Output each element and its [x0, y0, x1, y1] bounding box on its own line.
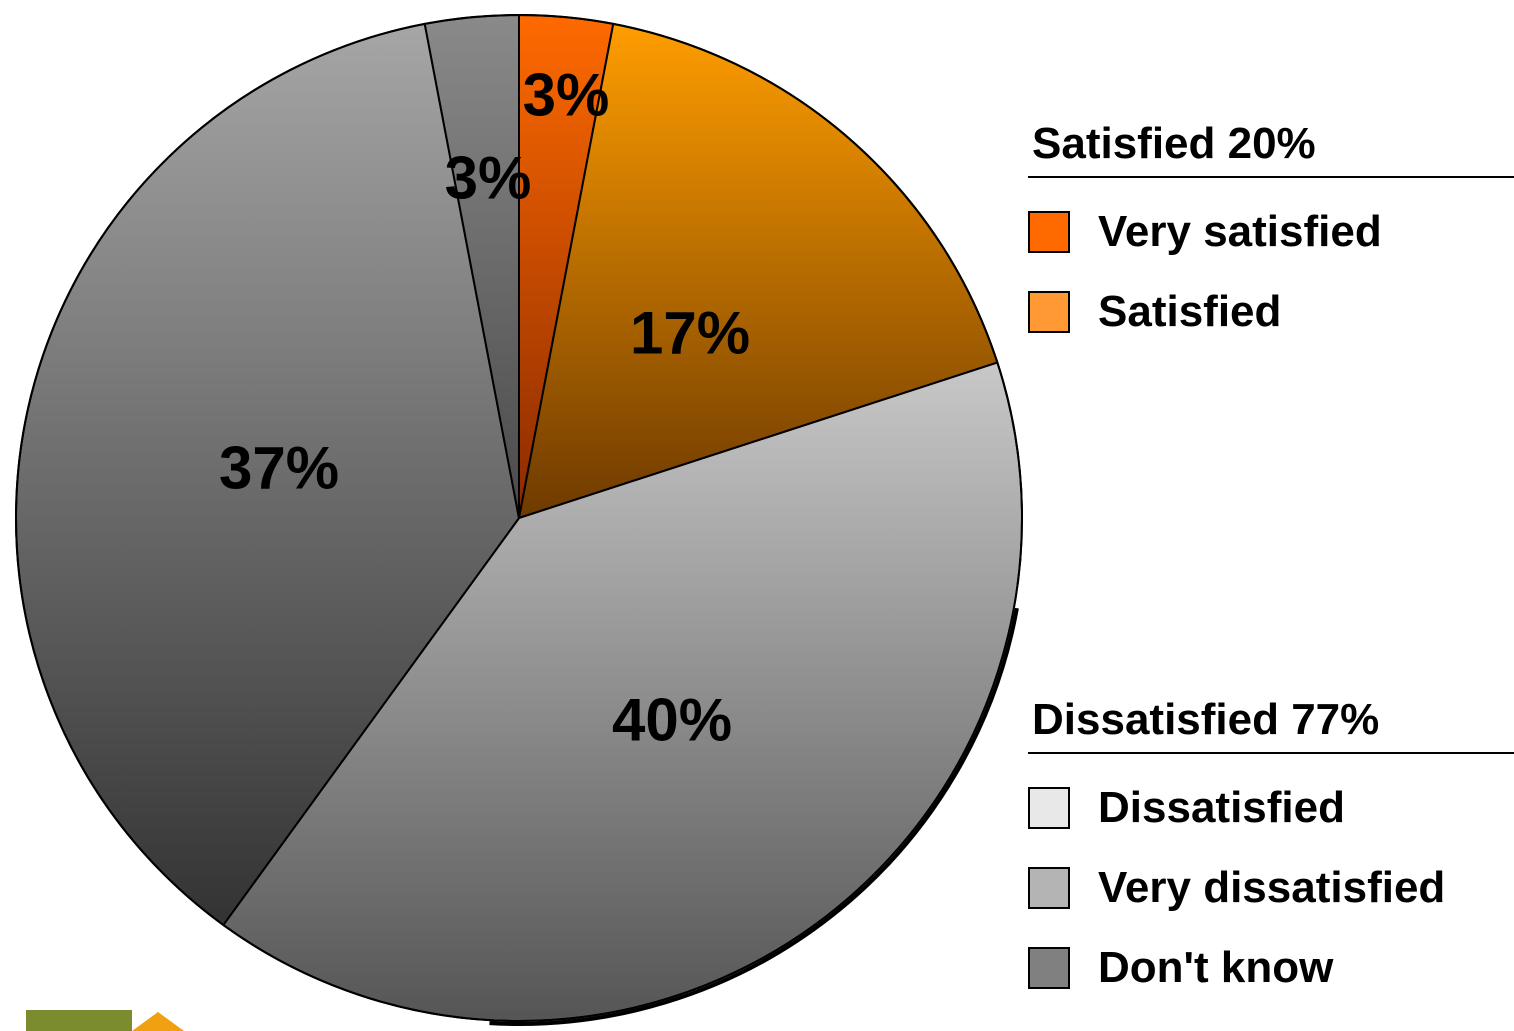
- legend-swatch-dissatisfied: [1028, 787, 1070, 829]
- legend-label-dissatisfied: Dissatisfied: [1098, 783, 1345, 833]
- legend-item-very-dissatisfied: Very dissatisfied: [1028, 848, 1514, 928]
- pie-label-very-dissatisfied: 37%: [219, 435, 339, 502]
- legend-group-title-satisfied: Satisfied 20%: [1032, 116, 1514, 172]
- legend-divider: [1028, 752, 1514, 754]
- legend-item-dont-know: Don't know: [1028, 928, 1514, 1008]
- legend-swatch-satisfied: [1028, 291, 1070, 333]
- legend-group-title-dissatisfied: Dissatisfied 77%: [1032, 692, 1514, 748]
- legend-swatch-dont-know: [1028, 947, 1070, 989]
- legend-label-satisfied: Satisfied: [1098, 287, 1281, 337]
- legend-swatch-very-satisfied: [1028, 211, 1070, 253]
- legend-label-dont-know: Don't know: [1098, 943, 1333, 993]
- legend-label-very-dissatisfied: Very dissatisfied: [1098, 863, 1445, 913]
- pie-label-satisfied: 17%: [630, 300, 750, 367]
- legend-dissatisfied-group: Dissatisfied 77% Dissatisfied Very dissa…: [1028, 692, 1514, 1008]
- corner-arrow-icon: [132, 1012, 184, 1031]
- legend-item-very-satisfied: Very satisfied: [1028, 192, 1514, 272]
- legend-satisfied-group: Satisfied 20% Very satisfied Satisfied: [1028, 116, 1514, 352]
- legend-label-very-satisfied: Very satisfied: [1098, 207, 1382, 257]
- pie-label-very-satisfied: 3%: [523, 62, 610, 129]
- pie-label-don-t-know: 3%: [445, 145, 532, 212]
- pie-label-dissatisfied: 40%: [612, 687, 732, 754]
- legend-item-satisfied: Satisfied: [1028, 272, 1514, 352]
- legend-divider: [1028, 176, 1514, 178]
- legend-item-dissatisfied: Dissatisfied: [1028, 768, 1514, 848]
- corner-logo-square: [26, 1010, 132, 1031]
- legend-swatch-very-dissatisfied: [1028, 867, 1070, 909]
